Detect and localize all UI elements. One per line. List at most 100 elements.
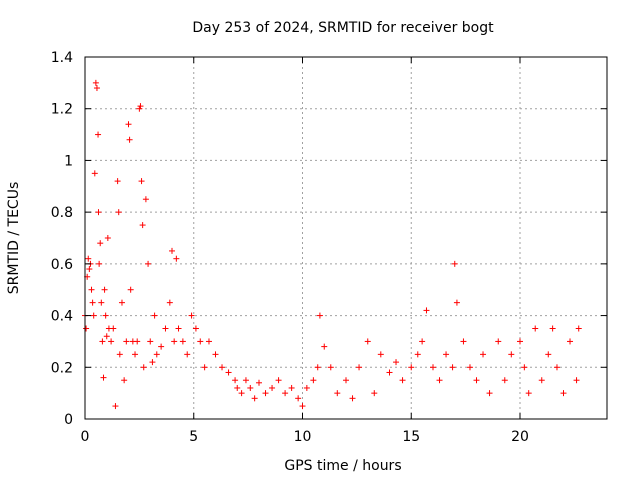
axis-ticks: 0 0.2 0.4 0.6 0.8 1 1.2 1.4 0 5 10 15 20 [51,50,607,445]
y-tick-label: 1 [64,153,73,169]
x-tick-label: 10 [294,429,312,445]
data-point [112,403,119,410]
data-point [205,338,212,345]
data-point [201,364,208,371]
data-point [232,377,239,384]
x-axis-title: GPS time / hours [284,458,401,474]
x-tick-label: 0 [81,429,90,445]
plot-frame [84,56,608,420]
y-axis-title: SRMTID / TECUs [6,182,22,295]
data-point [118,299,125,306]
data-point [86,266,93,273]
data-point [225,369,232,376]
data-point [88,286,95,293]
data-point [134,338,141,345]
y-tick-label: 0.8 [51,205,73,221]
data-point [149,359,156,366]
data-point [466,364,473,371]
data-point [295,395,302,402]
data-point [567,338,574,345]
data-point [573,377,580,384]
data-point [97,240,104,247]
data-point [334,390,341,397]
data-point [123,338,130,345]
data-point [93,85,100,92]
data-point [288,384,295,391]
data-point [521,364,528,371]
data-point [175,325,182,332]
data-point [508,351,515,358]
chart-title: Day 253 of 2024, SRMTID for receiver bog… [192,20,494,36]
data-point [364,338,371,345]
data-point [142,196,149,203]
data-point [269,384,276,391]
data-point [197,338,204,345]
data-point [151,312,158,319]
data-point [219,364,226,371]
data-point [282,390,289,397]
data-point [327,364,334,371]
data-point [126,136,133,143]
data-point [251,395,258,402]
data-point [95,209,102,216]
data-point [115,209,122,216]
data-point [136,105,143,112]
data-point [147,338,154,345]
data-point [436,377,443,384]
data-point [138,178,145,185]
data-point [101,286,108,293]
data-point [575,325,582,332]
y-tick-label: 0.4 [51,309,73,325]
y-tick-label: 0 [64,412,73,428]
data-point [102,312,109,319]
data-point [247,384,254,391]
data-point [188,312,195,319]
data-point [234,384,241,391]
data-point [316,312,323,319]
data-point [419,338,426,345]
data-point [242,377,249,384]
y-tick-label: 1.2 [51,102,73,118]
data-point [399,377,406,384]
data-point [517,338,523,345]
data-point [408,364,415,371]
data-point [96,260,103,267]
data-point [549,325,556,332]
data-point [538,377,545,384]
data-point [92,79,99,86]
data-point [99,338,106,345]
data-point [108,338,115,345]
data-point [262,390,269,397]
data-point [166,299,173,306]
data-point [116,351,123,358]
data-point [256,379,262,386]
y-tick-label: 0.2 [51,360,73,376]
data-point [371,390,378,397]
data-point [140,364,147,371]
data-point [192,325,199,332]
data-point [453,299,460,306]
data-point [343,377,349,384]
data-point [356,364,363,371]
y-tick-label: 0.6 [51,257,73,273]
data-point [127,286,134,293]
data-point [386,369,393,376]
data-point [139,222,146,229]
x-tick-label: 20 [511,429,529,445]
data-point [495,338,502,345]
data-point [173,255,180,262]
data-point [480,351,487,358]
data-point [430,364,436,371]
data-point [89,299,96,306]
data-point [103,333,110,340]
grid [85,57,607,419]
data-point [314,364,321,371]
data-point [91,170,98,177]
data-point [132,351,139,358]
data-point [95,131,102,138]
data-point [501,377,508,384]
data-point [460,338,467,345]
data-point [449,364,456,371]
data-point [451,260,458,267]
